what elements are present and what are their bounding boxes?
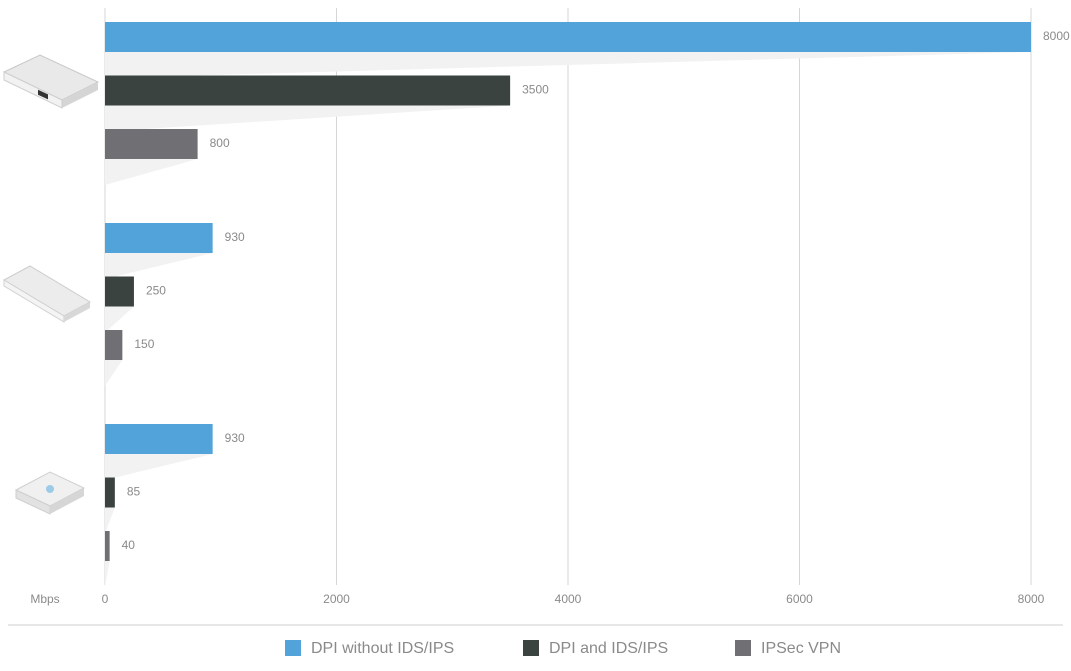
x-tick-label: 0 bbox=[102, 592, 109, 606]
bar-shadow bbox=[105, 159, 198, 185]
bar bbox=[105, 330, 123, 360]
bar-shadow bbox=[105, 105, 511, 132]
x-tick-label: 6000 bbox=[786, 592, 813, 606]
bar bbox=[105, 531, 110, 561]
legend-text: DPI and IDS/IPS bbox=[549, 640, 668, 657]
x-tick-label: 2000 bbox=[323, 592, 350, 606]
legend-swatch bbox=[735, 640, 751, 656]
bar-shadow bbox=[105, 253, 213, 279]
bar bbox=[105, 75, 511, 106]
bar bbox=[105, 424, 213, 454]
value-label: 8000 bbox=[1043, 29, 1070, 43]
value-label: 150 bbox=[134, 337, 154, 351]
device-icon bbox=[14, 471, 86, 515]
device-icons bbox=[2, 54, 100, 515]
bar-shadow bbox=[105, 561, 110, 587]
value-label: 930 bbox=[225, 230, 245, 244]
bar-shadow bbox=[105, 52, 1031, 78]
x-tick-label: 4000 bbox=[555, 592, 582, 606]
value-label: 85 bbox=[127, 485, 141, 499]
legend-text: IPSec VPN bbox=[761, 640, 841, 657]
value-label: 250 bbox=[146, 284, 166, 298]
x-tick-label: 8000 bbox=[1018, 592, 1045, 606]
value-label: 930 bbox=[225, 431, 245, 445]
legend-swatch bbox=[523, 640, 539, 656]
value-label: 800 bbox=[210, 136, 230, 150]
legend-text: DPI without IDS/IPS bbox=[311, 640, 454, 657]
bar-shadow bbox=[105, 360, 123, 386]
bar-shadow bbox=[105, 454, 213, 480]
bar bbox=[105, 129, 198, 159]
bar-shadow bbox=[105, 507, 115, 534]
bar-shadow bbox=[105, 306, 134, 333]
bar bbox=[105, 223, 213, 253]
device-icon bbox=[2, 265, 92, 323]
value-label: 40 bbox=[122, 538, 136, 552]
value-label: 3500 bbox=[522, 83, 549, 97]
device-icon bbox=[2, 54, 100, 109]
legend-swatch bbox=[285, 640, 301, 656]
x-axis-label: Mbps bbox=[30, 592, 59, 606]
bar bbox=[105, 22, 1031, 52]
bar bbox=[105, 276, 134, 307]
bar bbox=[105, 477, 115, 508]
